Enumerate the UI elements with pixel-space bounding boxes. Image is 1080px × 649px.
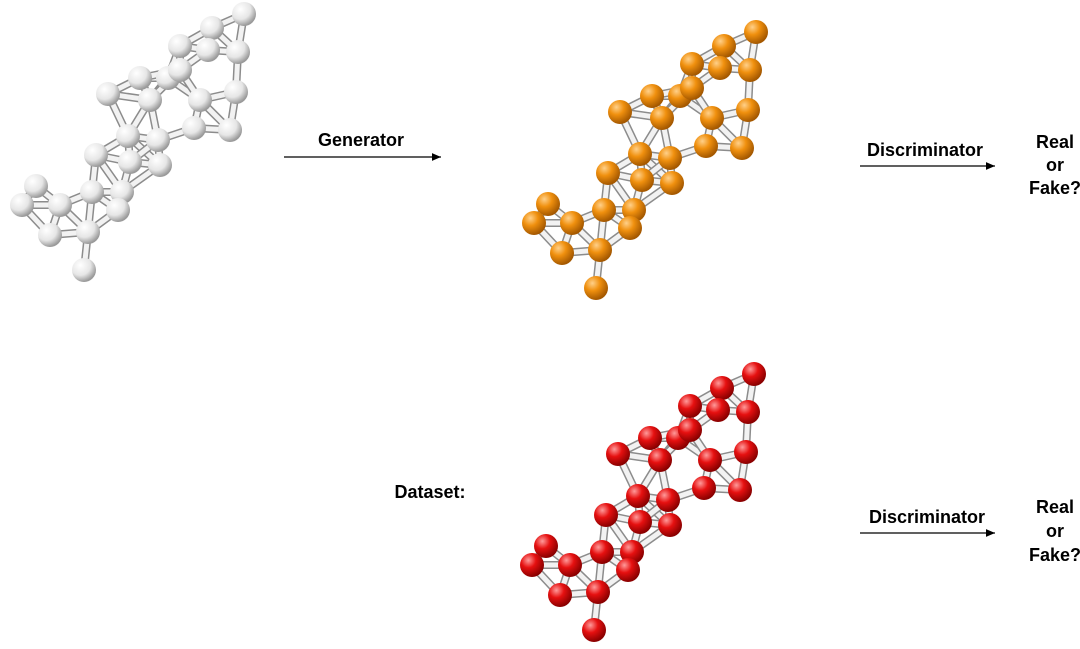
atom bbox=[188, 88, 212, 112]
atom bbox=[24, 174, 48, 198]
output-text: Fake? bbox=[1029, 545, 1080, 565]
atom bbox=[226, 40, 250, 64]
atom bbox=[218, 118, 242, 142]
atom bbox=[658, 513, 682, 537]
atom bbox=[592, 198, 616, 222]
atom bbox=[708, 56, 732, 80]
atom bbox=[608, 100, 632, 124]
atom bbox=[38, 223, 62, 247]
atom bbox=[534, 534, 558, 558]
atom bbox=[706, 398, 730, 422]
atom bbox=[582, 618, 606, 642]
atom bbox=[594, 503, 618, 527]
atom bbox=[146, 128, 170, 152]
atom bbox=[232, 2, 256, 26]
atom bbox=[640, 84, 664, 108]
atom bbox=[116, 124, 140, 148]
atom bbox=[196, 38, 220, 62]
atom bbox=[738, 58, 762, 82]
atom bbox=[728, 478, 752, 502]
atom bbox=[626, 484, 650, 508]
atom bbox=[712, 34, 736, 58]
atom bbox=[548, 583, 572, 607]
atom bbox=[584, 276, 608, 300]
molecules bbox=[10, 2, 768, 642]
atom bbox=[698, 448, 722, 472]
atom bbox=[606, 442, 630, 466]
atom bbox=[72, 258, 96, 282]
discriminator-label: Discriminator bbox=[867, 140, 983, 160]
atom bbox=[588, 238, 612, 262]
atom bbox=[550, 241, 574, 265]
atom bbox=[630, 168, 654, 192]
atom bbox=[80, 180, 104, 204]
atom bbox=[648, 448, 672, 472]
dataset-label: Dataset: bbox=[394, 482, 465, 502]
atom bbox=[660, 171, 684, 195]
atom bbox=[730, 136, 754, 160]
atom bbox=[620, 540, 644, 564]
atom bbox=[84, 143, 108, 167]
atom bbox=[560, 211, 584, 235]
output-text: Real bbox=[1036, 132, 1074, 152]
atom bbox=[638, 426, 662, 450]
generator-label: Generator bbox=[318, 130, 404, 150]
atom bbox=[736, 98, 760, 122]
atom bbox=[742, 362, 766, 386]
atom bbox=[692, 476, 716, 500]
output-text: Real bbox=[1036, 497, 1074, 517]
output-text: or bbox=[1046, 521, 1064, 541]
atom bbox=[128, 66, 152, 90]
atom bbox=[616, 558, 640, 582]
atom bbox=[10, 193, 34, 217]
atom bbox=[680, 76, 704, 100]
atom bbox=[734, 440, 758, 464]
atom bbox=[622, 198, 646, 222]
atom bbox=[520, 553, 544, 577]
atom bbox=[586, 580, 610, 604]
atom bbox=[48, 193, 72, 217]
atom bbox=[678, 394, 702, 418]
atom bbox=[96, 82, 120, 106]
output-text: or bbox=[1046, 155, 1064, 175]
atom bbox=[628, 510, 652, 534]
atom bbox=[200, 16, 224, 40]
atom bbox=[618, 216, 642, 240]
atom bbox=[168, 34, 192, 58]
atom bbox=[680, 52, 704, 76]
atom bbox=[678, 418, 702, 442]
output-text: Fake? bbox=[1029, 178, 1080, 198]
atom bbox=[76, 220, 100, 244]
atom bbox=[182, 116, 206, 140]
atom bbox=[522, 211, 546, 235]
atom bbox=[536, 192, 560, 216]
atom bbox=[590, 540, 614, 564]
atom bbox=[558, 553, 582, 577]
atom bbox=[736, 400, 760, 424]
atom bbox=[118, 150, 142, 174]
atom bbox=[596, 161, 620, 185]
atom bbox=[224, 80, 248, 104]
atom bbox=[138, 88, 162, 112]
atom bbox=[110, 180, 134, 204]
atom bbox=[148, 153, 172, 177]
atom bbox=[656, 488, 680, 512]
atom bbox=[650, 106, 674, 130]
discriminator-label: Discriminator bbox=[869, 507, 985, 527]
atom bbox=[694, 134, 718, 158]
atom bbox=[628, 142, 652, 166]
atom bbox=[710, 376, 734, 400]
atom bbox=[658, 146, 682, 170]
atom bbox=[106, 198, 130, 222]
atom bbox=[700, 106, 724, 130]
atom bbox=[744, 20, 768, 44]
atom bbox=[168, 58, 192, 82]
